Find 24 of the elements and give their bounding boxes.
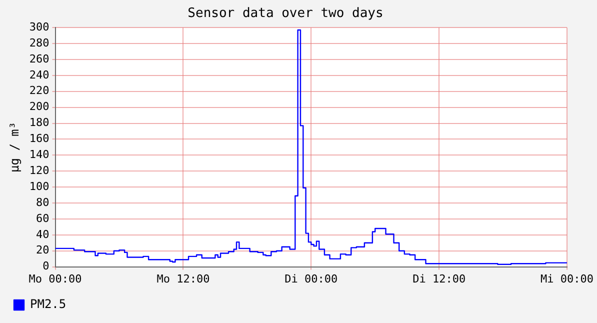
y-tick-label: 260 <box>29 52 50 66</box>
y-tick-label: 300 <box>29 20 50 34</box>
x-tick-label: Di 12:00 <box>412 272 466 286</box>
x-tick-label: Mo 00:00 <box>28 272 82 286</box>
y-tick-label: 80 <box>36 196 50 209</box>
y-tick-label: 100 <box>29 180 50 193</box>
y-tick-label: 40 <box>36 228 50 241</box>
y-tick-label: 280 <box>29 36 50 50</box>
x-tick-label: Mo 12:00 <box>156 272 210 286</box>
y-tick-label: 0 <box>42 260 50 273</box>
y-tick-label: 140 <box>29 148 50 162</box>
legend-label: PM2.5 <box>30 297 66 312</box>
y-tick-label: 200 <box>29 100 50 114</box>
y-tick-label: 60 <box>36 212 50 225</box>
x-tick-label: Di 00:00 <box>284 272 338 286</box>
y-tick-label: 220 <box>29 84 50 98</box>
y-tick-label: 160 <box>29 132 50 146</box>
y-axis-title: µg / m³ <box>7 122 22 172</box>
x-tick-label: Mi 00:00 <box>540 272 594 286</box>
y-tick-label: 240 <box>29 68 50 82</box>
y-tick-label: 180 <box>29 116 50 130</box>
y-tick-label: 120 <box>29 164 50 177</box>
chart-title: Sensor data over two days <box>188 6 384 22</box>
y-tick-label: 20 <box>36 244 50 257</box>
